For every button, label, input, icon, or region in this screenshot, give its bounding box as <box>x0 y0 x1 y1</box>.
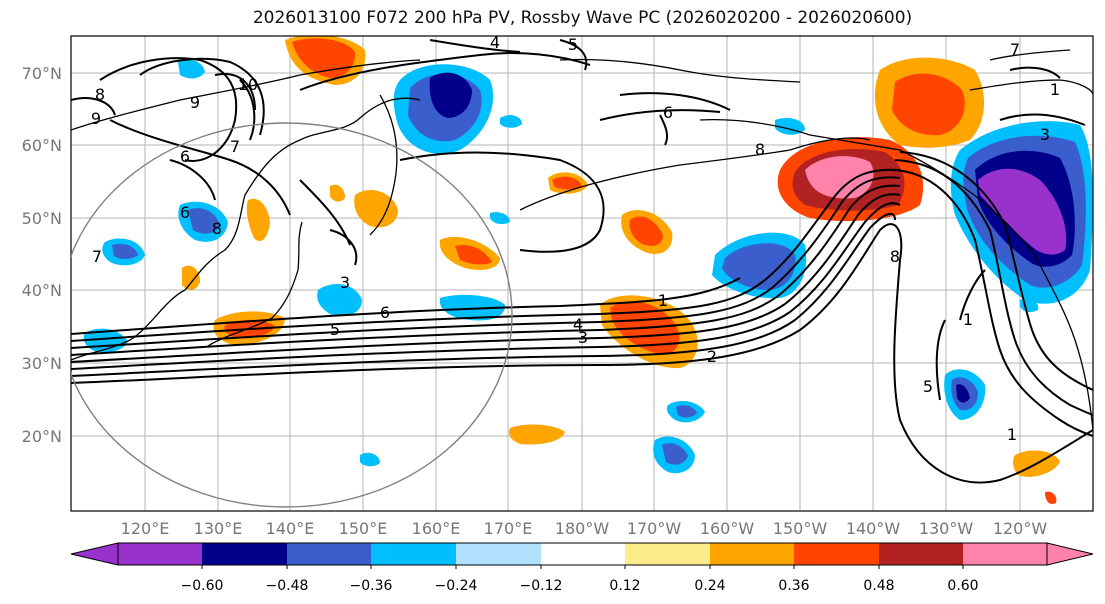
contour-label: 3 <box>340 273 350 292</box>
coastline-alaska <box>699 119 961 186</box>
contour-label: 4 <box>490 33 500 52</box>
contour-label: 7 <box>1010 40 1020 59</box>
colorbar-segment <box>202 543 287 565</box>
longitude-tick-label: 150°E <box>339 519 388 538</box>
contour-label: 2 <box>707 347 717 366</box>
longitude-tick-label: 130°E <box>194 519 243 538</box>
colorbar-tick-label: −0.24 <box>435 578 478 594</box>
colorbar-segment <box>541 543 625 565</box>
coastline-kamchatka <box>369 94 398 236</box>
contour-3 <box>71 202 901 370</box>
colorbar-segment <box>371 543 456 565</box>
colorbar-tick-label: −0.60 <box>181 578 224 594</box>
colorbar-tick-label: 0.12 <box>609 578 640 594</box>
contour-1 <box>71 223 1093 484</box>
contour-4 <box>71 193 901 363</box>
map-frame <box>70 35 1094 512</box>
longitude-tick-label: 160°E <box>412 519 461 538</box>
colorbar-low-extension <box>70 542 119 566</box>
contour-8 <box>71 277 741 335</box>
longitude-tick-label: 180°W <box>555 519 610 538</box>
longitude-labels: 120°E 130°E 140°E 150°E 160°E 170°E 180°W 170°W… <box>121 519 1048 538</box>
latitude-tick-label: 20°N <box>22 427 62 446</box>
colorbar-segment <box>879 543 963 565</box>
contour-label: 7 <box>230 137 240 156</box>
coastline-aleutians <box>519 137 871 211</box>
latitude-tick-label: 60°N <box>22 136 62 155</box>
colorbar-high-extension <box>1046 542 1094 566</box>
contour-label: 5 <box>330 320 340 339</box>
colorbar-segment <box>456 543 541 565</box>
pv-contours <box>71 39 1093 484</box>
longitude-tick-label: 170°E <box>484 519 533 538</box>
contour-label: 6 <box>180 203 190 222</box>
contour-label: 4 <box>573 315 583 334</box>
contour-6 <box>71 176 901 349</box>
contour-7 <box>71 168 901 342</box>
contour-label: 6 <box>380 303 390 322</box>
pv-anomaly-shading <box>83 36 1093 504</box>
colorbar-tick-label: 0.24 <box>694 578 725 594</box>
contour-label: 8 <box>95 85 105 104</box>
colorbar-tick-label: 0.60 <box>947 578 978 594</box>
colorbar-tick-label: −0.12 <box>520 578 563 594</box>
contour-label: 6 <box>663 103 673 122</box>
longitude-tick-label: 120°W <box>993 519 1048 538</box>
contour-label: 8 <box>890 247 900 266</box>
contour-label: 1 <box>1007 425 1017 444</box>
contour-label: 1 <box>658 291 668 310</box>
longitude-tick-label: 140°E <box>266 519 315 538</box>
contour-label: 6 <box>180 147 190 166</box>
contour-2 <box>71 212 896 377</box>
contour-label: 5 <box>923 377 933 396</box>
colorbar-segment <box>287 543 371 565</box>
colorbar-segment <box>963 543 1047 565</box>
longitude-tick-label: 150°W <box>773 519 828 538</box>
colorbar-segment <box>625 543 710 565</box>
contour-label: 10 <box>238 75 258 94</box>
latitude-tick-label: 40°N <box>22 281 62 300</box>
longitude-tick-label: 160°W <box>700 519 755 538</box>
contour-label: 1 <box>1050 80 1060 99</box>
coastline-japan <box>207 221 303 347</box>
colorbar-tick-label: 0.48 <box>863 578 894 594</box>
colorbar-segment <box>794 543 879 565</box>
colorbar-segment <box>710 543 794 565</box>
contour-label: 3 <box>1040 125 1050 144</box>
contour-5 <box>71 184 901 356</box>
colorbar-segment <box>118 543 202 565</box>
contour-label: 8 <box>212 219 222 238</box>
chart-title: 2026013100 F072 200 hPa PV, Rossby Wave … <box>252 8 913 28</box>
contour-label: 5 <box>568 35 578 54</box>
colorbar-tick-labels: −0.60 −0.48 −0.36 −0.24 −0.12 0.12 0.24 0.36 0.4… <box>181 565 979 594</box>
colorbar-tick-label: −0.48 <box>266 578 309 594</box>
coastline-north-america <box>959 184 1093 431</box>
longitude-tick-label: 120°E <box>121 519 170 538</box>
contour-label: 9 <box>91 109 101 128</box>
latitude-tick-label: 70°N <box>22 64 62 83</box>
latitude-tick-label: 50°N <box>22 209 62 228</box>
contour-label: 1 <box>963 310 973 329</box>
contour-label: 7 <box>92 247 102 266</box>
reference-circle <box>71 122 513 508</box>
colorbar-tick-label: 0.36 <box>778 578 809 594</box>
colorbar <box>70 542 1094 566</box>
coastline-asia <box>71 97 421 361</box>
longitude-tick-label: 140°W <box>846 519 901 538</box>
contour-label: 8 <box>755 140 765 159</box>
longitude-tick-label: 170°W <box>627 519 682 538</box>
latitude-labels: 70°N 60°N 50°N 40°N 30°N 20°N <box>22 64 62 446</box>
colorbar-outline <box>117 542 1048 566</box>
latitude-tick-label: 30°N <box>22 354 62 373</box>
colorbar-tick-label: −0.36 <box>350 578 393 594</box>
contour-label: 9 <box>190 93 200 112</box>
contour-label: 3 <box>578 328 588 347</box>
longitude-tick-label: 130°W <box>919 519 974 538</box>
